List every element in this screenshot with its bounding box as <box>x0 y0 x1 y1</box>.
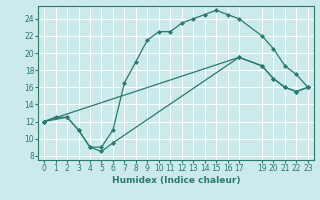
X-axis label: Humidex (Indice chaleur): Humidex (Indice chaleur) <box>112 176 240 185</box>
